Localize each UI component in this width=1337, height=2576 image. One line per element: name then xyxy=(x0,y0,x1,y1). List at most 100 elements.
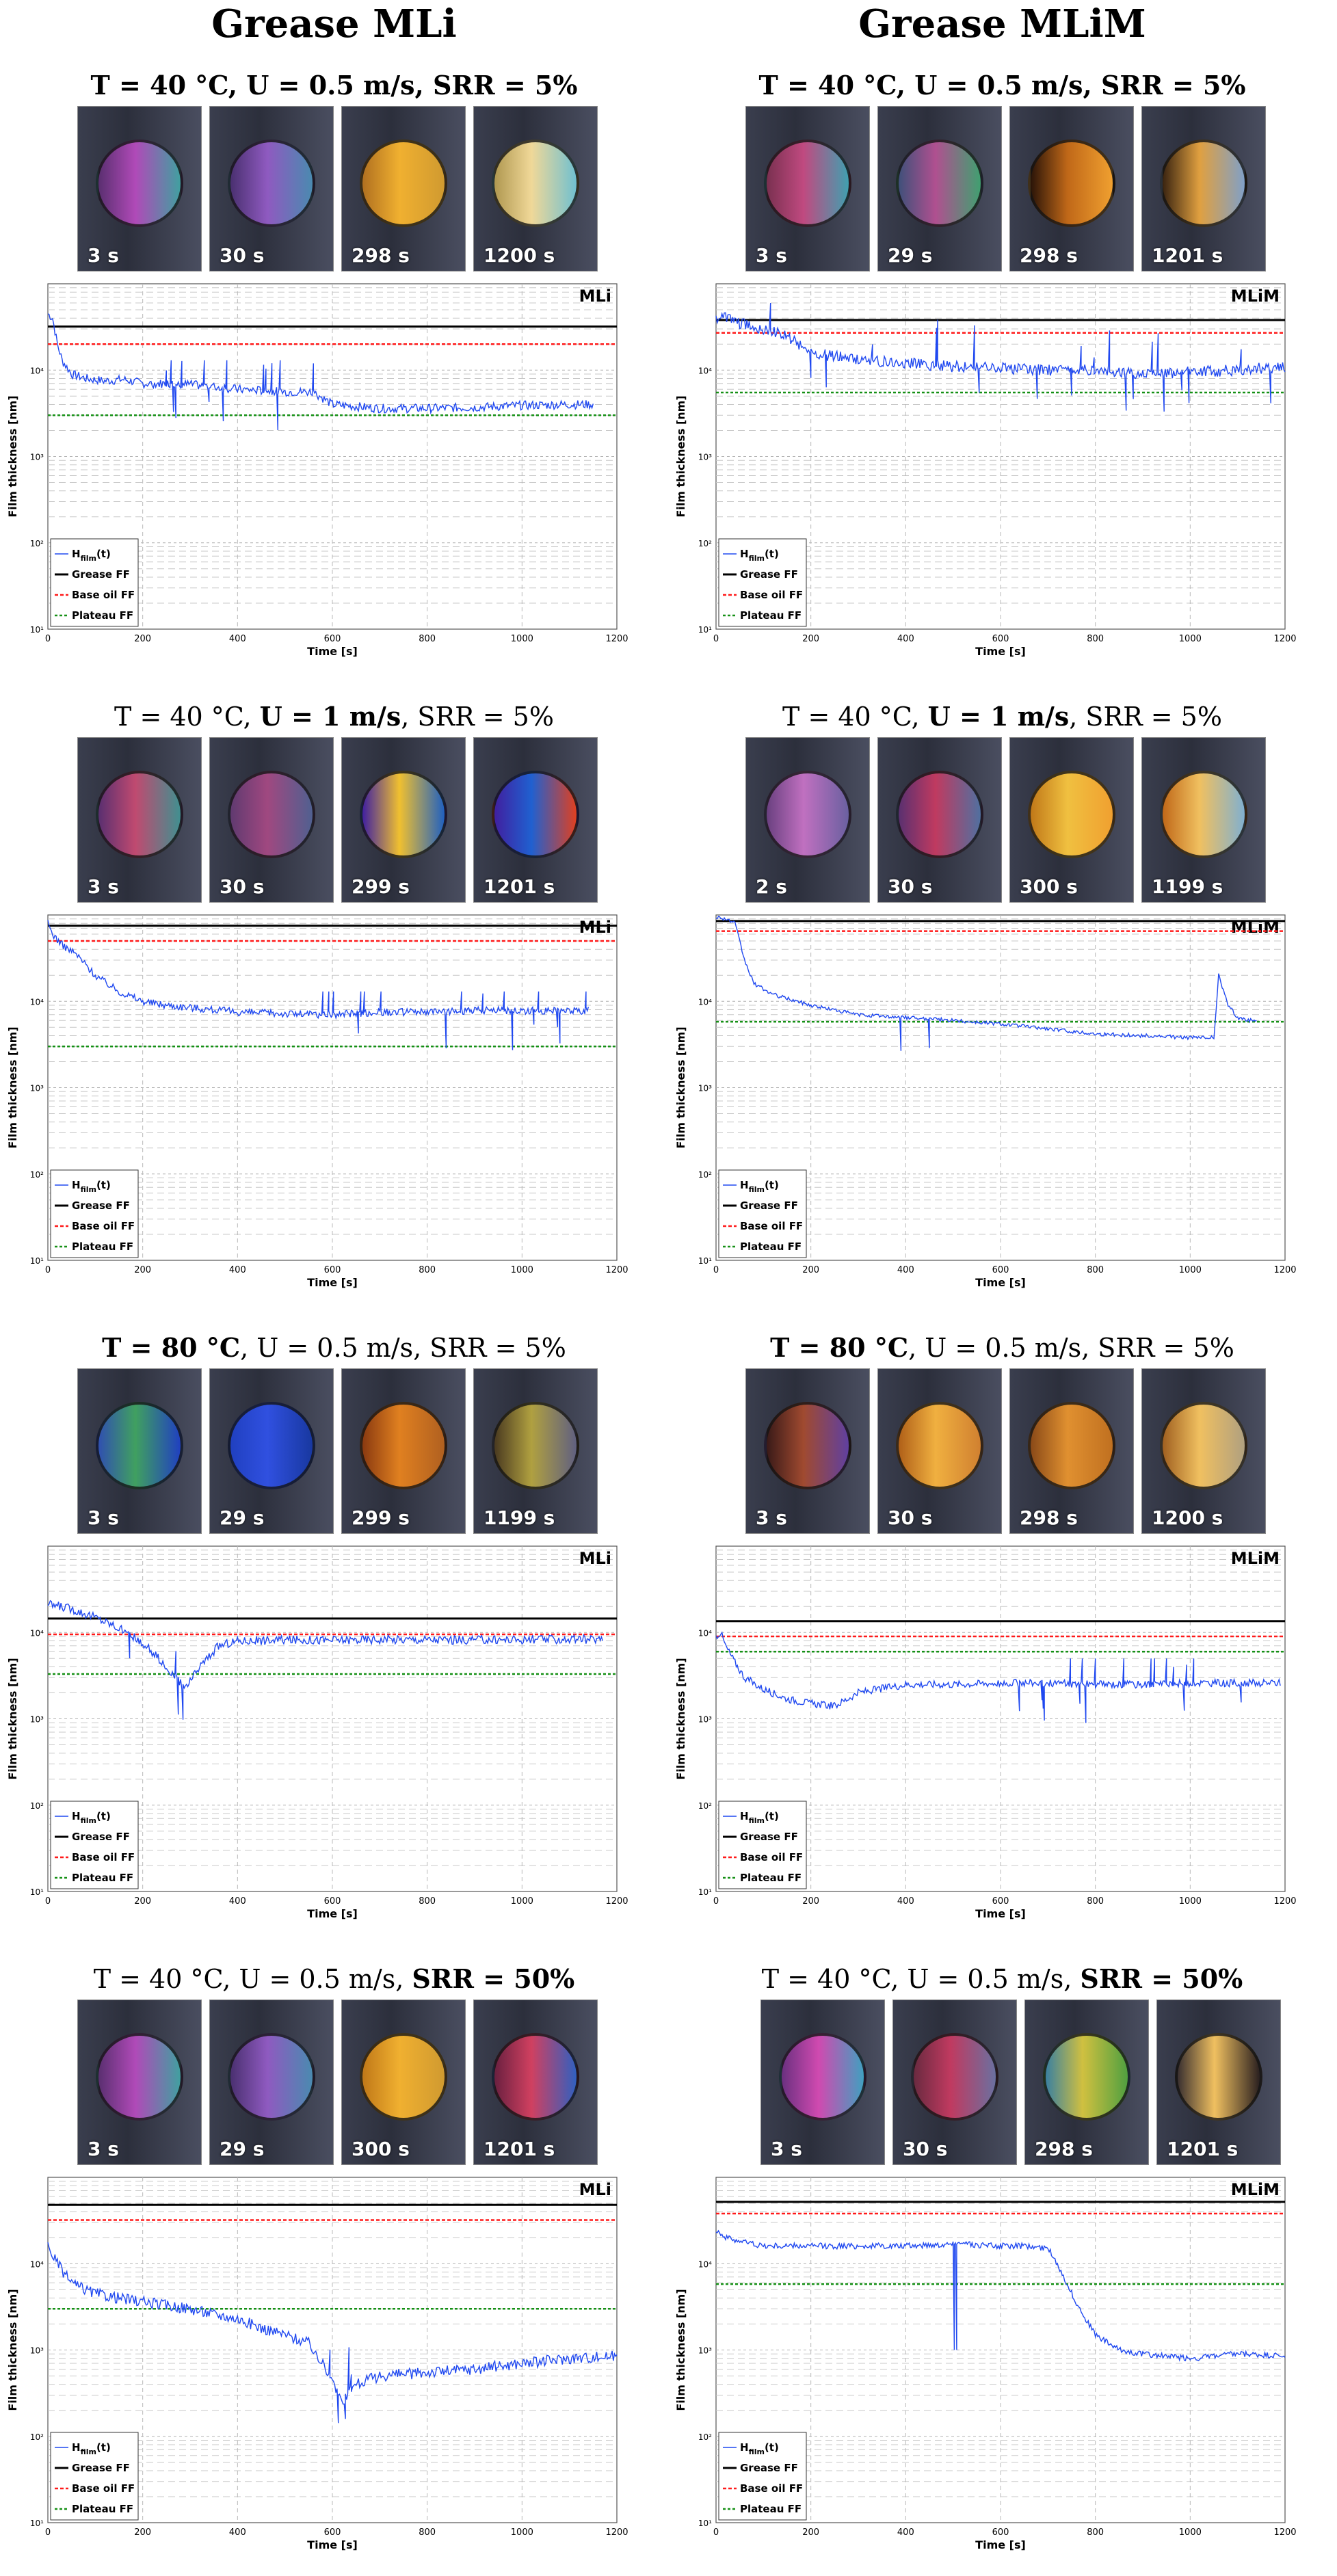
column-title-mli: Grease MLi xyxy=(211,1,457,47)
x-tick-label: 600 xyxy=(992,1896,1009,1907)
chart-tag: MLiM xyxy=(1231,2180,1280,2199)
y-tick-label: 10² xyxy=(698,1170,712,1180)
y-tick-label: 10⁴ xyxy=(30,1628,44,1638)
x-tick-label: 400 xyxy=(229,1896,246,1907)
film-thickness-chart: 0 200 400 600 800 1000 1200 10¹ 10² 10³ 10⁴ Time [s… xyxy=(674,1545,1297,1920)
y-tick-label: 10⁴ xyxy=(30,997,44,1007)
legend-label: Hfilm(t) xyxy=(740,2441,779,2456)
x-tick-label: 1200 xyxy=(605,634,628,644)
contact-circle xyxy=(1160,1402,1247,1489)
interference-image: 1200 s xyxy=(473,106,598,271)
interference-image: 299 s xyxy=(341,1368,466,1534)
contact-circle xyxy=(896,140,983,227)
y-tick-label: 10¹ xyxy=(30,2519,44,2528)
contact-circle xyxy=(1028,140,1115,227)
y-axis-label: Film thickness [nm] xyxy=(6,1658,19,1779)
x-tick-label: 400 xyxy=(229,634,246,644)
contact-circle xyxy=(1175,2033,1262,2121)
y-tick-label: 10¹ xyxy=(30,625,44,635)
film-thickness-chart: 0 200 400 600 800 1000 1200 10¹ 10² 10³ 10⁴ Time [s… xyxy=(6,2177,628,2551)
x-tick-label: 800 xyxy=(419,634,436,644)
condition-title: T = 40 °C, U = 0.5 m/s, SRR = 50% xyxy=(668,1963,1336,1994)
y-axis-label: Film thickness [nm] xyxy=(6,2289,19,2411)
y-tick-label: 10² xyxy=(30,1170,44,1180)
condition-part: U = 1 m/s xyxy=(927,701,1070,732)
contact-circle xyxy=(228,140,315,227)
interference-image: 300 s xyxy=(1009,737,1134,903)
condition-part: T = 40 °C, xyxy=(782,702,928,732)
x-tick-label: 1000 xyxy=(511,1265,533,1275)
condition-part: T = 80 °C xyxy=(102,1332,241,1363)
chart-tag: MLi xyxy=(579,1549,611,1568)
time-label: 298 s xyxy=(352,244,410,267)
time-label: 1201 s xyxy=(1152,244,1223,267)
condition-part: T = 40 °C, U = 0.5 m/s, xyxy=(93,1964,412,1994)
y-tick-label: 10⁴ xyxy=(698,366,712,375)
x-tick-label: 400 xyxy=(897,2527,914,2538)
interference-image: 3 s xyxy=(745,1368,870,1534)
y-tick-label: 10² xyxy=(30,2432,44,2442)
interference-image: 30 s xyxy=(877,1368,1002,1534)
hfilm-series xyxy=(47,2242,618,2424)
x-tick-label: 1000 xyxy=(511,1896,533,1907)
interference-image: 29 s xyxy=(209,1368,334,1534)
condition-part: SRR = 50% xyxy=(1080,1963,1243,1994)
y-tick-label: 10¹ xyxy=(30,1256,44,1266)
chart-tag: MLiM xyxy=(1231,287,1280,306)
time-label: 300 s xyxy=(1020,875,1078,898)
time-label: 30 s xyxy=(903,2138,948,2160)
legend-label: Plateau FF xyxy=(72,2503,133,2515)
time-label: 3 s xyxy=(771,2138,802,2160)
interference-image: 3 s xyxy=(745,106,870,271)
interference-image: 29 s xyxy=(209,2000,334,2165)
y-tick-label: 10³ xyxy=(30,2346,44,2356)
x-tick-label: 400 xyxy=(229,2527,246,2538)
y-tick-label: 10² xyxy=(30,1801,44,1811)
condition-part: SRR = 50% xyxy=(412,1963,575,1994)
y-tick-label: 10⁴ xyxy=(698,1628,712,1638)
legend-label: Grease FF xyxy=(72,568,130,581)
x-axis-label: Time [s] xyxy=(975,645,1026,658)
legend-label: Grease FF xyxy=(72,2462,130,2474)
time-label: 298 s xyxy=(1020,1506,1078,1529)
contact-circle xyxy=(96,2033,183,2121)
x-axis-label: Time [s] xyxy=(307,645,358,658)
interference-image: 30 s xyxy=(209,737,334,903)
legend: Hfilm(t) Grease FF Base oil FF Plateau FF xyxy=(50,538,139,627)
x-tick-label: 0 xyxy=(713,1265,719,1275)
condition-part: T = 40 °C, xyxy=(114,702,260,732)
interference-image: 300 s xyxy=(341,2000,466,2165)
contact-circle xyxy=(228,771,315,858)
time-label: 1201 s xyxy=(484,2138,555,2160)
x-tick-label: 0 xyxy=(713,1896,719,1907)
time-label: 1199 s xyxy=(1152,875,1223,898)
contact-circle xyxy=(1160,140,1247,227)
interference-image: 3 s xyxy=(760,2000,885,2165)
interference-image: 2 s xyxy=(745,737,870,903)
legend-label: Base oil FF xyxy=(740,589,803,601)
y-tick-label: 10³ xyxy=(30,453,44,462)
y-axis-label: Film thickness [nm] xyxy=(674,2289,687,2411)
time-label: 3 s xyxy=(756,1506,787,1529)
hfilm-series xyxy=(47,1599,603,1720)
film-thickness-chart: 0 200 400 600 800 1000 1200 10¹ 10² 10³ 10⁴ Time [s… xyxy=(674,2177,1297,2551)
hfilm-series xyxy=(715,1631,1281,1723)
x-tick-label: 800 xyxy=(1087,2527,1104,2538)
condition-title: T = 40 °C, U = 1 m/s, SRR = 5% xyxy=(0,701,668,732)
interference-image: 3 s xyxy=(77,1368,202,1534)
x-tick-label: 1000 xyxy=(1179,1896,1202,1907)
time-label: 298 s xyxy=(1035,2138,1093,2160)
condition-part: T = 80 °C xyxy=(770,1332,909,1363)
x-axis-label: Time [s] xyxy=(975,1907,1026,1920)
time-label: 1201 s xyxy=(1167,2138,1239,2160)
condition-title: T = 40 °C, U = 0.5 m/s, SRR = 50% xyxy=(0,1963,668,1994)
x-tick-label: 600 xyxy=(324,2527,341,2538)
y-tick-label: 10³ xyxy=(698,1715,712,1725)
legend-label: Grease FF xyxy=(740,1831,798,1843)
chart-tag: MLiM xyxy=(1231,1549,1280,1568)
contact-circle xyxy=(1160,771,1247,858)
x-tick-label: 400 xyxy=(897,1265,914,1275)
contact-circle xyxy=(764,140,851,227)
interference-image: 298 s xyxy=(341,106,466,271)
time-label: 3 s xyxy=(756,244,787,267)
